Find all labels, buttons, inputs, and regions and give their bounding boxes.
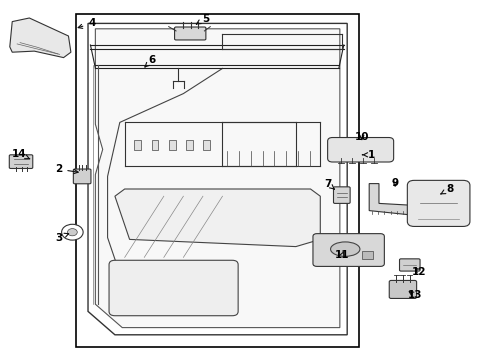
Bar (203, 140, 209, 150)
Text: 12: 12 (411, 267, 426, 277)
Bar (361, 251, 372, 259)
Text: 10: 10 (354, 132, 368, 142)
Text: 3: 3 (55, 233, 68, 243)
Bar (134, 140, 141, 150)
FancyBboxPatch shape (174, 27, 205, 40)
FancyBboxPatch shape (407, 180, 469, 226)
Text: 4: 4 (78, 18, 96, 28)
Bar (185, 140, 192, 150)
FancyBboxPatch shape (73, 169, 91, 184)
FancyBboxPatch shape (399, 259, 419, 271)
Polygon shape (368, 184, 410, 215)
FancyBboxPatch shape (327, 138, 393, 162)
Ellipse shape (330, 242, 359, 256)
FancyBboxPatch shape (9, 155, 33, 168)
Polygon shape (10, 18, 71, 58)
Polygon shape (95, 29, 339, 328)
Text: 9: 9 (391, 178, 398, 188)
Text: 5: 5 (196, 14, 208, 24)
Text: 13: 13 (407, 290, 421, 300)
FancyBboxPatch shape (109, 260, 238, 316)
FancyBboxPatch shape (333, 187, 349, 203)
Bar (168, 140, 175, 150)
Text: 14: 14 (12, 149, 30, 159)
Circle shape (67, 229, 77, 236)
FancyBboxPatch shape (312, 234, 384, 266)
Text: 7: 7 (323, 179, 334, 189)
Bar (151, 140, 158, 150)
Text: 11: 11 (334, 250, 349, 260)
Text: 8: 8 (440, 184, 452, 194)
Bar (76, 14, 359, 347)
FancyBboxPatch shape (388, 280, 416, 298)
Text: 2: 2 (55, 164, 78, 174)
Polygon shape (88, 23, 346, 335)
Polygon shape (115, 189, 320, 247)
Circle shape (61, 224, 83, 240)
Text: 6: 6 (144, 55, 155, 67)
Text: 1: 1 (362, 150, 374, 160)
